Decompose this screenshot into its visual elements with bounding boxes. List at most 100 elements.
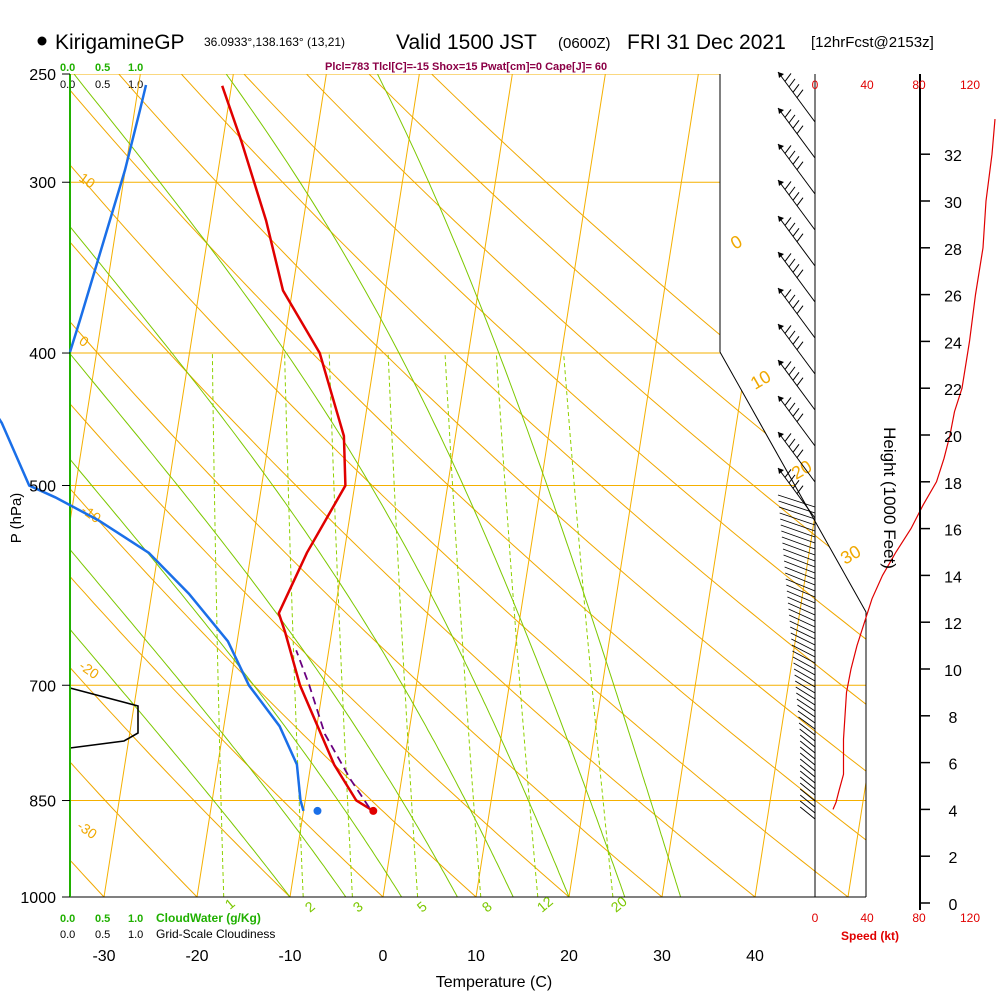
wind-barb-shaft: [797, 704, 816, 718]
valid-time: Valid 1500 JST: [396, 31, 537, 54]
wind-barb-shaft: [787, 602, 816, 616]
height-tick-label: 12: [944, 616, 962, 633]
dry-adiabat: [70, 74, 663, 897]
height-tick-label: 32: [944, 148, 962, 165]
wind-barb-shaft: [799, 764, 816, 778]
wind-barb-flag: [796, 413, 804, 422]
wind-barb-flag: [784, 469, 792, 478]
isotherm-line: [382, 74, 513, 897]
wind-barb-flag: [784, 325, 792, 334]
wind-barb-flag: [792, 371, 800, 381]
parcel-line: [295, 649, 370, 808]
wind-barb-shaft: [793, 662, 816, 676]
speed-tick-label-top: 80: [912, 78, 926, 92]
wind-barb-flag: [784, 181, 792, 190]
mixing-ratio-line: [387, 352, 419, 897]
mixing-ratio-line: [328, 352, 353, 897]
wind-barb-shaft: [777, 251, 816, 303]
wind-barb-flag: [784, 289, 792, 298]
station-name: KirigamineGP: [55, 31, 185, 54]
speed-tick-label-top: 120: [960, 78, 980, 92]
wind-barb-shaft: [777, 107, 816, 159]
wind-barb-flag: [792, 335, 800, 345]
wind-barb-flag: [788, 294, 796, 304]
dewpoint-upper-line: [68, 84, 148, 353]
cloudwater-label: CloudWater (g/Kg): [156, 911, 261, 925]
dewpoint-line: [0, 417, 305, 812]
wind-speed-line: [832, 119, 996, 810]
wind-barb-pennant: [778, 72, 784, 78]
speed-tick-label-bottom: 120: [960, 911, 980, 925]
wind-barb-shaft: [799, 758, 816, 772]
wind-barb-shaft: [777, 431, 816, 483]
wind-barb-shaft: [777, 494, 816, 508]
wind-barb-flag: [792, 119, 800, 129]
wind-barb-flag: [792, 227, 800, 237]
wind-barb-shaft: [777, 71, 816, 123]
wind-barb-shaft: [789, 620, 816, 634]
wind-barb-shaft: [792, 656, 816, 670]
wind-barb-flag: [788, 366, 796, 376]
wind-barb-flag: [788, 258, 796, 268]
temperature-surface-point: [369, 806, 378, 815]
moist-adiabat: [70, 74, 403, 897]
cloud-scale-top-0: 0.0: [60, 79, 75, 91]
dry-adiabat: [306, 74, 866, 897]
wind-barb-flag: [784, 433, 792, 442]
speed-tick-label-bottom: 0: [812, 911, 819, 925]
wind-barb-pennant: [778, 396, 784, 402]
wind-barb-flag: [792, 83, 800, 93]
wind-barb-shaft: [795, 686, 816, 700]
frame-diagonal: [719, 351, 867, 613]
wind-barb-flag: [796, 125, 804, 134]
temperature-tick-label: 20: [560, 948, 578, 965]
station-dot-icon: [37, 36, 47, 46]
wind-barb-shaft: [790, 626, 816, 640]
wind-barb-shaft: [799, 800, 816, 814]
isotherm-line: [196, 74, 327, 897]
temperature-tick-label: -10: [278, 948, 301, 965]
wind-barb-flag: [796, 161, 804, 170]
dry-adiabat: [70, 74, 291, 897]
wind-barb-flag: [792, 191, 800, 201]
wind-barb-shaft: [782, 548, 816, 562]
wind-barb-pennant: [778, 324, 784, 330]
isotherm-line: [103, 74, 234, 897]
temperature-line: [221, 85, 374, 812]
wind-barb-shaft: [782, 542, 816, 556]
wind-barb-shaft: [778, 500, 816, 514]
wind-barb-flag: [796, 269, 804, 278]
height-tick-label: 26: [944, 289, 962, 306]
moist-adiabat: [225, 74, 626, 897]
height-tick-label: 6: [949, 757, 958, 774]
wind-barb-shaft: [786, 590, 816, 604]
dry-adiabat: [243, 74, 866, 897]
wind-barb-flag: [788, 330, 796, 340]
wind-barb-shaft: [796, 698, 816, 712]
wind-barb-flag: [796, 485, 804, 494]
wind-barb-pennant: [778, 216, 784, 222]
wind-barb-shaft: [797, 710, 816, 724]
wind-barb-flag: [788, 438, 796, 448]
zulu-time: (0600Z): [558, 35, 611, 52]
height-tick-label: 14: [944, 569, 962, 586]
cloud-scale-top-2: 1.0: [128, 79, 143, 91]
moist-adiabat: [377, 74, 682, 897]
dry-adiabat: [70, 74, 570, 897]
mixing-ratio-line: [211, 352, 225, 897]
wind-barb-shaft: [799, 728, 816, 742]
wind-barb-shaft: [799, 734, 816, 748]
wind-barb-flag: [784, 397, 792, 406]
wind-barb-shaft: [781, 530, 816, 544]
wind-barb-pennant: [778, 468, 784, 474]
height-tick-label: 16: [944, 523, 962, 540]
temperature-tick-label: -30: [92, 948, 115, 965]
dry-adiabat: [70, 74, 756, 897]
wind-barb-shaft: [796, 692, 816, 706]
temperature-axis-label: Temperature (C): [436, 974, 552, 991]
wind-barb-shaft: [794, 674, 816, 688]
cw-scale-bottom-0: 0.0: [60, 913, 75, 925]
wind-barb-shaft: [791, 638, 816, 652]
cw-scale-top-1: 0.5: [95, 62, 110, 74]
